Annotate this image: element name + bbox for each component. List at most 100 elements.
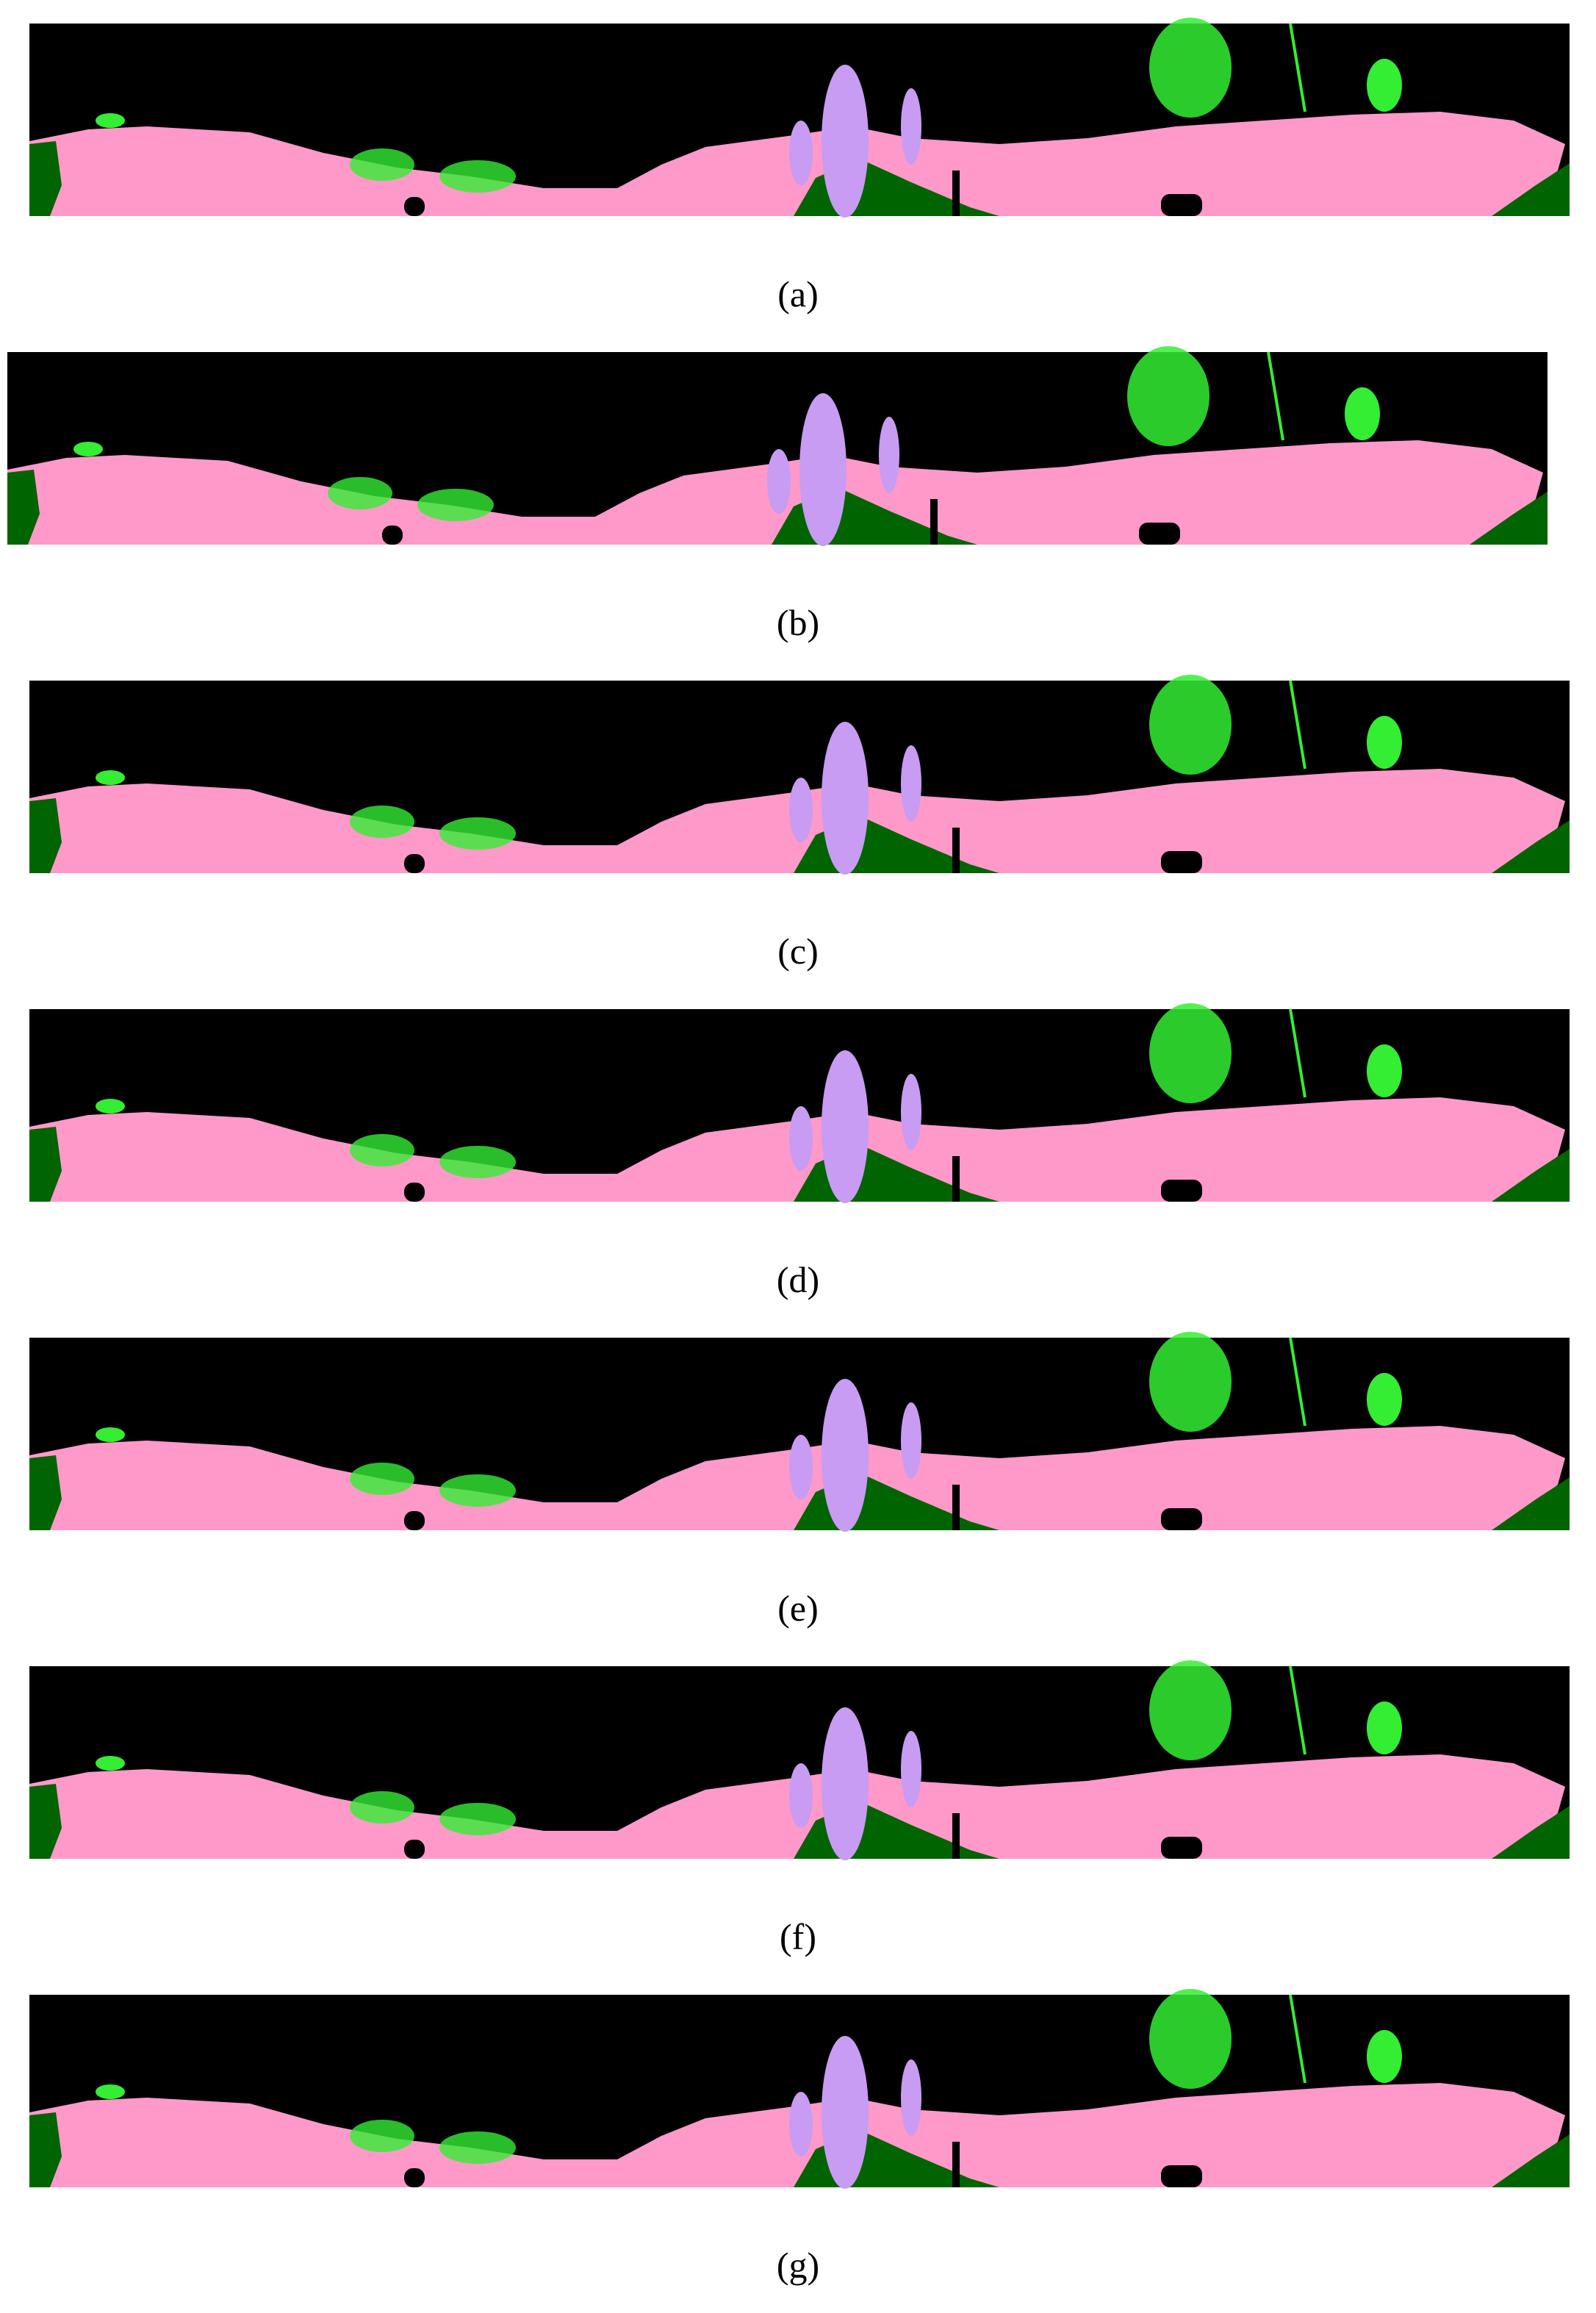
panel-caption: (d) xyxy=(777,1259,819,1300)
bush xyxy=(439,1146,516,1178)
segmentation-panel xyxy=(29,675,1570,875)
person xyxy=(789,1106,813,1171)
bush xyxy=(350,1463,414,1495)
tree xyxy=(1127,346,1209,446)
person xyxy=(901,2059,921,2136)
bush xyxy=(439,160,516,193)
bush xyxy=(350,148,414,181)
shadow xyxy=(1161,1180,1202,1202)
grass-left xyxy=(7,470,40,545)
grass-right xyxy=(1492,820,1570,873)
segmentation-panel xyxy=(29,1003,1570,1203)
tree xyxy=(1367,1044,1402,1097)
bush xyxy=(439,2131,516,2164)
bush xyxy=(96,2084,125,2099)
bush xyxy=(350,1791,414,1823)
tree xyxy=(1149,1660,1232,1760)
bush xyxy=(96,113,125,128)
grass-left xyxy=(29,1127,62,1202)
grass-right xyxy=(1492,1477,1570,1530)
pole xyxy=(930,499,938,545)
tree xyxy=(1367,716,1402,769)
person xyxy=(901,1074,921,1150)
bush xyxy=(73,442,103,456)
panel-caption: (a) xyxy=(777,273,819,315)
shadow xyxy=(1139,523,1180,545)
panel-caption: (b) xyxy=(777,602,819,643)
pole xyxy=(952,2142,960,2187)
tree-trunk xyxy=(1289,23,1306,112)
tree xyxy=(1367,2030,1402,2083)
segmentation-panel xyxy=(7,346,1548,546)
person xyxy=(822,1050,869,1203)
bush xyxy=(96,1756,125,1771)
tree-trunk xyxy=(1289,1337,1306,1427)
panel-caption: (c) xyxy=(777,930,819,972)
bush xyxy=(439,1474,516,1507)
bush xyxy=(350,2120,414,2152)
segmentation-panel xyxy=(29,1989,1570,2189)
grass-right xyxy=(1492,1149,1570,1202)
shadow xyxy=(1161,2165,1202,2187)
shadow xyxy=(1161,194,1202,216)
shadow xyxy=(1161,1508,1202,1530)
grass-left xyxy=(29,1455,62,1530)
bush xyxy=(350,1134,414,1166)
grass-right xyxy=(1492,163,1570,216)
shadow xyxy=(1161,851,1202,873)
person xyxy=(789,1763,813,1828)
shadow xyxy=(404,1183,425,1202)
person xyxy=(789,1435,813,1499)
person xyxy=(767,449,791,514)
segmentation-panel xyxy=(29,1660,1570,1860)
pole xyxy=(952,1485,960,1530)
bush xyxy=(417,489,494,521)
tree-trunk xyxy=(1267,351,1284,441)
grass-left xyxy=(29,2112,62,2187)
tree-trunk xyxy=(1289,680,1306,770)
pole xyxy=(952,1156,960,1202)
pole xyxy=(952,1813,960,1859)
bush xyxy=(328,477,392,509)
bush xyxy=(439,1803,516,1835)
person xyxy=(822,2036,869,2189)
shadow xyxy=(404,854,425,873)
tree xyxy=(1345,387,1380,440)
tree xyxy=(1367,59,1402,112)
person xyxy=(901,88,921,165)
shadow xyxy=(404,1511,425,1530)
shadow xyxy=(1161,1837,1202,1859)
tree-trunk xyxy=(1289,1994,1306,2084)
segmentation-panel xyxy=(29,18,1570,218)
person xyxy=(789,778,813,842)
pole xyxy=(952,828,960,873)
tree xyxy=(1149,18,1232,118)
panel-caption: (g) xyxy=(777,2245,819,2286)
grass-right xyxy=(1492,1806,1570,1859)
pole xyxy=(952,171,960,216)
tree xyxy=(1367,1373,1402,1426)
person xyxy=(901,1731,921,1807)
bush xyxy=(96,1427,125,1442)
panel-caption: (f) xyxy=(780,1916,816,1957)
shadow xyxy=(404,2168,425,2187)
bush xyxy=(96,770,125,785)
shadow xyxy=(404,1840,425,1859)
person xyxy=(879,417,899,493)
tree xyxy=(1149,675,1232,775)
person xyxy=(822,722,869,875)
shadow xyxy=(382,526,403,545)
grass-left xyxy=(29,1784,62,1859)
grass-left xyxy=(29,798,62,873)
tree xyxy=(1149,1003,1232,1103)
grass-right xyxy=(1492,2134,1570,2187)
person xyxy=(901,1402,921,1479)
bush xyxy=(350,806,414,838)
tree xyxy=(1149,1989,1232,2089)
bush xyxy=(439,817,516,850)
segmentation-panel xyxy=(29,1332,1570,1532)
person xyxy=(901,745,921,822)
person xyxy=(822,65,869,218)
shadow xyxy=(404,197,425,216)
